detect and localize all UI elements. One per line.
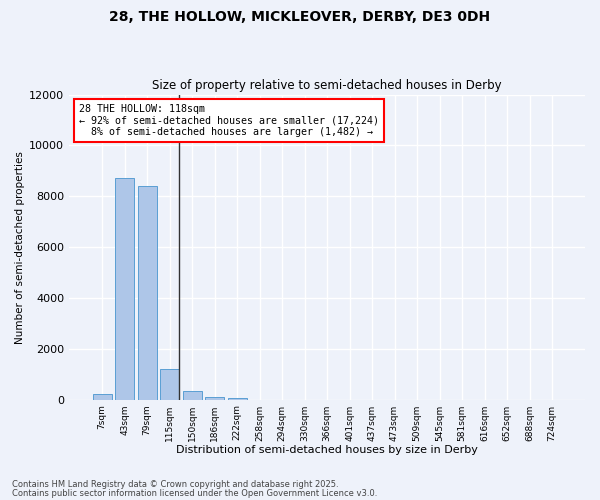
Bar <box>137 186 157 400</box>
Bar <box>160 369 179 400</box>
X-axis label: Distribution of semi-detached houses by size in Derby: Distribution of semi-detached houses by … <box>176 445 478 455</box>
Text: Contains HM Land Registry data © Crown copyright and database right 2025.: Contains HM Land Registry data © Crown c… <box>12 480 338 489</box>
Bar <box>115 178 134 400</box>
Text: 28, THE HOLLOW, MICKLEOVER, DERBY, DE3 0DH: 28, THE HOLLOW, MICKLEOVER, DERBY, DE3 0… <box>109 10 491 24</box>
Bar <box>182 390 202 400</box>
Text: Contains public sector information licensed under the Open Government Licence v3: Contains public sector information licen… <box>12 488 377 498</box>
Bar <box>227 398 247 400</box>
Text: 28 THE HOLLOW: 118sqm
← 92% of semi-detached houses are smaller (17,224)
  8% of: 28 THE HOLLOW: 118sqm ← 92% of semi-deta… <box>79 104 379 137</box>
Bar <box>92 394 112 400</box>
Y-axis label: Number of semi-detached properties: Number of semi-detached properties <box>15 150 25 344</box>
Bar <box>205 396 224 400</box>
Title: Size of property relative to semi-detached houses in Derby: Size of property relative to semi-detach… <box>152 79 502 92</box>
